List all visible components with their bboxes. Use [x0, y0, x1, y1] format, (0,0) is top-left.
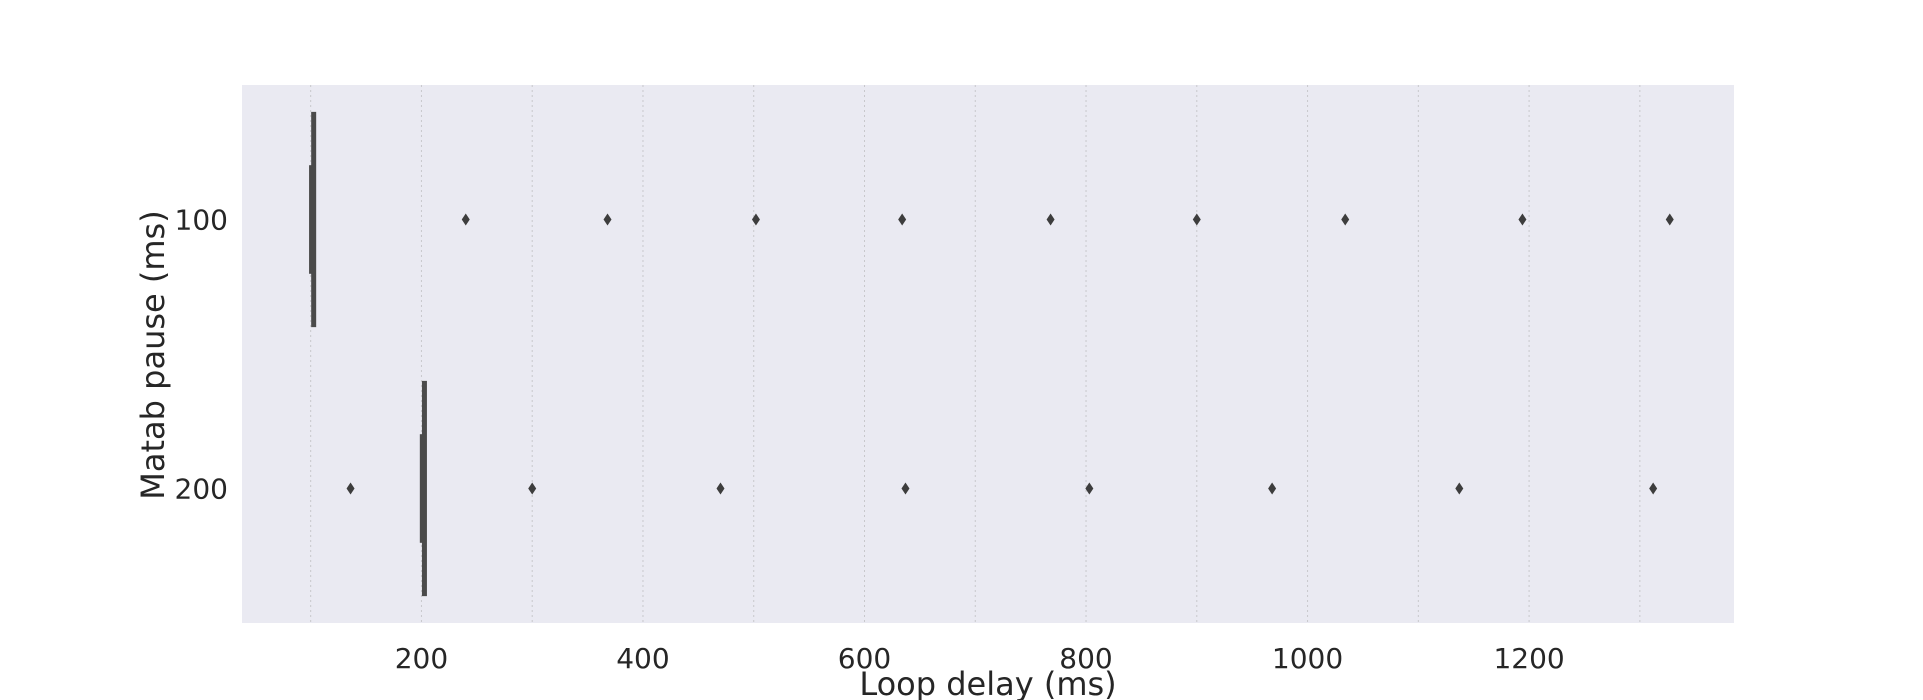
outlier-point — [898, 213, 907, 226]
outlier-point — [716, 482, 725, 495]
outlier-point — [1085, 482, 1094, 495]
x-tick-label: 400 — [616, 642, 669, 675]
outlier-point — [1046, 213, 1055, 226]
x-tick-labels: 200 400 600 800 1000 1200 — [395, 642, 1565, 675]
outlier-point — [528, 482, 537, 495]
outlier-point — [1341, 213, 1350, 226]
outlier-point — [1518, 213, 1527, 226]
y-tick-labels: 100 200 — [175, 204, 228, 506]
outlier-point — [461, 213, 470, 226]
y-axis-label: Matab pause (ms) — [134, 210, 172, 499]
outlier-point — [1455, 482, 1464, 495]
outlier-point — [751, 213, 760, 226]
x-tick-label: 1000 — [1272, 642, 1343, 675]
x-tick-label: 800 — [1059, 642, 1112, 675]
x-tick-label: 1200 — [1493, 642, 1564, 675]
x-tick-label: 200 — [395, 642, 448, 675]
outlier-point — [901, 482, 910, 495]
outlier-point — [346, 482, 355, 495]
y-tick-label: 200 — [175, 473, 228, 506]
outlier-point — [1192, 213, 1201, 226]
outlier-point — [603, 213, 612, 226]
outlier-points — [346, 213, 1674, 495]
outlier-point — [1268, 482, 1277, 495]
outlier-point — [1665, 213, 1674, 226]
y-tick-label: 100 — [175, 204, 228, 237]
plot-area — [242, 85, 1734, 623]
x-axis-label: Loop delay (ms) — [859, 665, 1116, 700]
outlier-point — [1649, 482, 1658, 495]
x-tick-label: 600 — [838, 642, 891, 675]
box-series — [309, 111, 427, 597]
